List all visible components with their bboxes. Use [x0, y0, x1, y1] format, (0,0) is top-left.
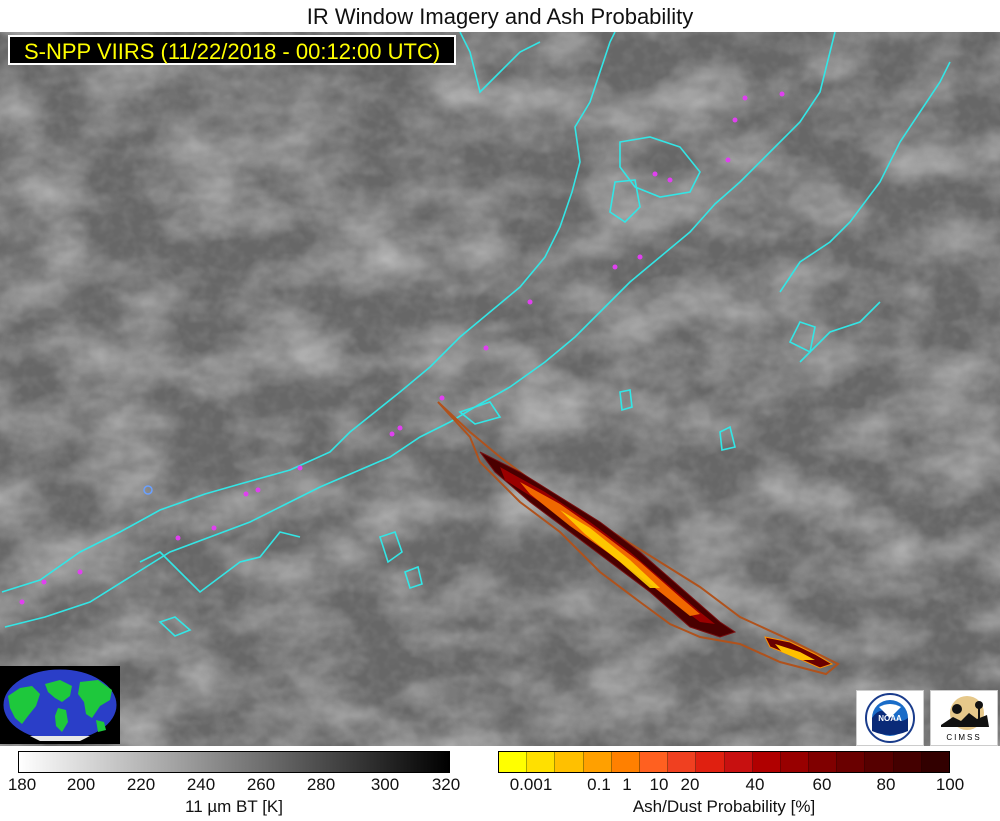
- ash-plume: [437, 401, 840, 676]
- volcano-marker: [77, 569, 83, 575]
- volcano-marker: [527, 299, 533, 305]
- volcano-marker: [175, 535, 181, 541]
- globe-map: [2, 668, 118, 742]
- bt-tick: 180: [7, 775, 37, 794]
- volcano-marker: [742, 95, 748, 101]
- coastline-inlet: [619, 136, 701, 198]
- bt-colorbar-title: 11 µm BT [K]: [185, 797, 283, 816]
- noaa-emblem: NOAA: [865, 693, 915, 743]
- bt-tick: 280: [306, 775, 336, 794]
- ash-colorbar-segment: [752, 752, 781, 772]
- volcano-marker: [41, 579, 47, 585]
- coastline-peninsula-south: [4, 32, 836, 628]
- volcano-marker: [19, 599, 25, 605]
- ash-colorbar-segment: [837, 752, 866, 772]
- bt-tick: 320: [431, 775, 461, 794]
- ash-tick: 80: [876, 775, 896, 794]
- ash-colorbar-segment: [527, 752, 556, 772]
- satellite-map[interactable]: [0, 32, 1000, 746]
- volcano-marker: [612, 264, 618, 270]
- satellite-label: S-NPP VIIRS (11/22/2018 - 00:12:00 UTC): [8, 35, 457, 65]
- volcano-marker: [667, 177, 673, 183]
- coastline-northwest: [459, 32, 541, 94]
- ash-colorbar-segment: [696, 752, 725, 772]
- coastline-islands-east: [719, 61, 951, 451]
- volcano-marker: [243, 491, 249, 497]
- bt-tick: 240: [186, 775, 216, 794]
- coastlines: [1, 32, 951, 637]
- bt-tick: 220: [126, 775, 156, 794]
- ash-plume-low: [560, 510, 660, 588]
- page-title: IR Window Imagery and Ash Probability: [306, 4, 694, 29]
- volcano-marker: [397, 425, 403, 431]
- ash-colorbar-segment: [639, 752, 669, 772]
- ash-colorbar-segment: [724, 752, 753, 772]
- volcano-marker-highlight: [143, 485, 153, 495]
- ash-colorbar-segment: [893, 752, 922, 772]
- bt-tick: 200: [66, 775, 96, 794]
- bt-colorbar: [18, 751, 450, 773]
- volcano-marker: [652, 171, 658, 177]
- ash-colorbar: [498, 751, 950, 773]
- noaa-logo-text: NOAA: [878, 714, 902, 723]
- cimss-logo-text: CIMSS: [946, 733, 982, 742]
- ash-plume-tail-low: [775, 644, 815, 660]
- ash-tick: 20: [680, 775, 700, 794]
- ash-tick: 10: [649, 775, 669, 794]
- coastline-islands-south: [158, 389, 633, 637]
- volcano-marker: [211, 525, 217, 531]
- volcano-marker: [389, 431, 395, 437]
- bt-tick: 300: [370, 775, 400, 794]
- volcano-marker: [439, 395, 445, 401]
- ash-colorbar-segment: [921, 752, 949, 772]
- ash-colorbar-segment: [865, 752, 894, 772]
- ash-colorbar-segment: [780, 752, 810, 772]
- ash-tick: 100: [935, 775, 965, 794]
- ash-tick: 1: [622, 775, 632, 794]
- ash-colorbar-segment: [555, 752, 584, 772]
- ash-colorbar-title: Ash/Dust Probability [%]: [632, 797, 816, 816]
- coastline-south-peninsula-detail: [139, 531, 301, 594]
- ash-colorbar-segment: [499, 752, 528, 772]
- ash-tick: 60: [812, 775, 832, 794]
- volcano-marker: [732, 117, 738, 123]
- coastline-lake: [609, 179, 641, 224]
- volcano-marker: [637, 254, 643, 260]
- volcano-markers: [19, 91, 785, 605]
- ash-colorbar-segment: [809, 752, 838, 772]
- map-canvas: [0, 32, 1000, 746]
- noaa-logo: NOAA: [856, 690, 924, 746]
- ash-tick: 40: [745, 775, 765, 794]
- volcano-marker: [297, 465, 303, 471]
- cimss-logo: CIMSS: [930, 690, 998, 746]
- bt-tick: 260: [246, 775, 276, 794]
- volcano-marker: [725, 157, 731, 163]
- ash-colorbar-segment: [611, 752, 640, 772]
- cimss-emblem: [941, 696, 989, 730]
- cloud-fine-texture: [0, 32, 1000, 746]
- ash-colorbar-segment: [668, 752, 697, 772]
- ash-colorbar-segment: [583, 752, 612, 772]
- coastline-peninsula-north: [1, 32, 616, 593]
- ash-tick: 0.1: [587, 775, 611, 794]
- volcano-marker: [779, 91, 785, 97]
- globe-inset: [0, 666, 120, 744]
- volcano-marker: [483, 345, 489, 351]
- volcano-marker: [255, 487, 261, 493]
- ash-tick: 0.001: [509, 775, 553, 794]
